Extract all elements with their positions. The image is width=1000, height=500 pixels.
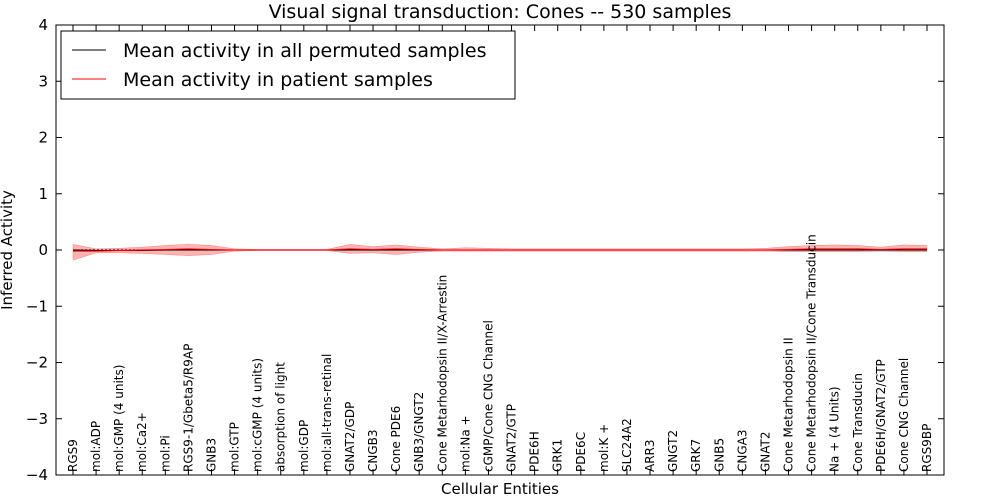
x-tick-label: mol:Pi — [158, 435, 172, 472]
x-tick-label: PDE6C — [574, 432, 588, 472]
legend: Mean activity in all permuted samples Me… — [60, 30, 516, 100]
legend-label-patient: Mean activity in patient samples — [123, 69, 433, 91]
x-tick-label: mol:all-trans-retinal — [320, 354, 334, 472]
x-tick-label: Cone Metarhodopsin II/X-Arrestin — [435, 275, 449, 472]
patient-mean-line — [73, 248, 927, 252]
x-tick-label: mol:GTP — [228, 422, 242, 472]
x-tick-label: GNGT2 — [666, 430, 680, 472]
y-tick-label: −4 — [26, 466, 48, 484]
y-tick-label: 3 — [38, 72, 48, 90]
x-tick-label: GRK7 — [689, 439, 703, 472]
x-tick-label: ARR3 — [643, 439, 657, 472]
x-tick-label: RGS9BP — [920, 424, 934, 472]
x-tick-label: mol:K + — [597, 424, 611, 472]
chart-title: Visual signal transduction: Cones -- 530… — [269, 1, 732, 23]
x-tick-label: Cone PDE6 — [389, 406, 403, 472]
x-tick-label: GNAT2/GDP — [343, 402, 357, 472]
x-tick-label: mol:GMP (4 units) — [112, 365, 126, 472]
x-tick-label: RGS9 — [66, 439, 80, 472]
y-tick-label: 4 — [38, 16, 48, 34]
y-tick-label: −1 — [26, 297, 48, 315]
x-tick-label: CNGA3 — [735, 430, 749, 473]
x-tick-label: Na + (4 Units) — [828, 386, 842, 472]
x-tick-label: mol:GDP — [297, 420, 311, 472]
legend-label-permuted: Mean activity in all permuted samples — [123, 40, 486, 62]
x-tick-label: absorption of light — [274, 362, 288, 472]
y-tick-label: 2 — [38, 129, 48, 147]
x-axis: RGS9 mol:ADP mol:GMP (4 units) mol:Ca2+ mol:… — [66, 25, 934, 475]
x-tick-label: PDE6H — [528, 431, 542, 472]
y-axis-label: Inferred Activity — [0, 190, 16, 310]
x-tick-label: SLC24A2 — [620, 418, 634, 472]
y-tick-label: 1 — [38, 185, 48, 203]
x-tick-label: GNAT2 — [758, 431, 772, 472]
x-tick-label: mol:Na + — [458, 415, 472, 472]
x-tick-label: Cone CNG Channel — [897, 358, 911, 472]
x-tick-label: Cone Metarhodopsin II — [782, 337, 796, 472]
x-tick-label: Cone Transducin — [851, 373, 865, 472]
x-tick-label: RGS9-1/Gbeta5/R9AP — [181, 344, 195, 472]
y-tick-label: −2 — [26, 354, 48, 372]
x-tick-label: GNAT2/GTP — [505, 404, 519, 472]
x-tick-label: mol:Ca2+ — [135, 412, 149, 472]
x-tick-label: mol:cGMP (4 units) — [251, 358, 265, 472]
x-tick-label: GNB3/GNGT2 — [412, 392, 426, 472]
x-tick-label: mol:ADP — [89, 421, 103, 472]
x-tick-label: CNGB3 — [366, 429, 380, 472]
x-tick-label: GNB3 — [204, 438, 218, 472]
y-axis: −4 −3 −2 −1 0 1 2 3 4 — [26, 16, 944, 484]
x-tick-label: GNB5 — [712, 438, 726, 472]
x-tick-label: Cone Metarhodopsin II/Cone Transducin — [805, 234, 819, 472]
legend-box — [60, 30, 516, 100]
y-tick-label: −3 — [26, 410, 48, 428]
x-tick-label: PDE6H/GNAT2/GTP — [874, 359, 888, 472]
x-tick-label: GRK1 — [551, 439, 565, 472]
x-tick-label: cGMP/Cone CNG Channel — [481, 320, 495, 472]
y-tick-label: 0 — [38, 241, 48, 259]
x-axis-label: Cellular Entities — [441, 480, 559, 498]
patient-range-band — [72, 244, 928, 261]
